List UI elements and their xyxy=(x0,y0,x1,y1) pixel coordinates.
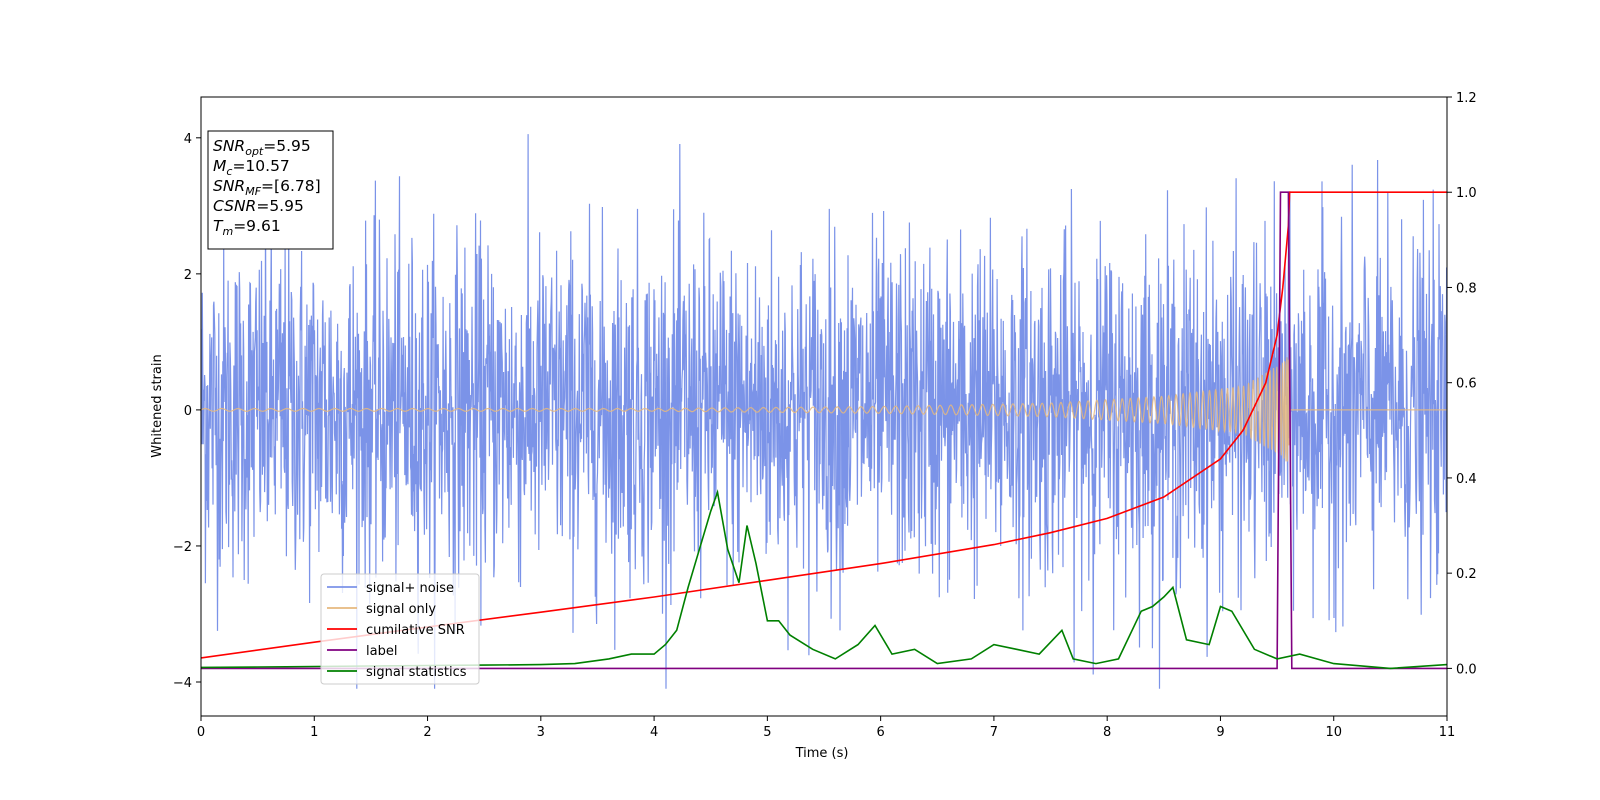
y2-tick-label: 1.2 xyxy=(1456,91,1477,106)
legend-entry-label: signal statistics xyxy=(366,665,467,680)
info-value: =[6.78] xyxy=(261,177,321,195)
y2-tick-label: 0.2 xyxy=(1456,567,1477,582)
info-subscript: opt xyxy=(245,145,264,158)
info-box-frame xyxy=(207,130,334,250)
legend-entry-label: signal only xyxy=(366,602,436,617)
legend-frame xyxy=(320,573,480,685)
info-subscript: MF xyxy=(245,185,261,198)
info-variable: T xyxy=(213,217,224,235)
y2-tick-label: 0.4 xyxy=(1456,472,1477,487)
y2-tick-label: 0.6 xyxy=(1456,377,1477,392)
y-axis-label: Whitened strain xyxy=(150,354,165,457)
y-tick-label: 0 xyxy=(184,404,192,419)
x-tick-label: 6 xyxy=(876,725,884,740)
info-box-line: SNRMF=[6.78] xyxy=(213,177,321,198)
info-value: =10.57 xyxy=(232,157,289,175)
plot-frame xyxy=(200,96,1448,717)
info-value: =5.95 xyxy=(256,197,304,215)
info-subscript: c xyxy=(226,165,232,178)
series-label xyxy=(201,191,1447,670)
x-tick-label: 5 xyxy=(763,725,771,740)
info-variable: SNR xyxy=(213,177,245,195)
info-box-line: SNRopt=5.95 xyxy=(213,137,311,158)
x-tick-label: 7 xyxy=(990,725,998,740)
info-variable: CSNR xyxy=(213,197,256,215)
info-value: =5.95 xyxy=(263,137,311,155)
x-tick-label: 0 xyxy=(197,725,205,740)
legend-entry-label: cumilative SNR xyxy=(366,623,465,638)
x-tick-label: 4 xyxy=(650,725,658,740)
y2-tick-label: 0.8 xyxy=(1456,281,1477,296)
y-tick-label: −2 xyxy=(173,540,192,555)
y-tick-label: −4 xyxy=(173,676,192,691)
series-signal-noise xyxy=(201,134,1447,689)
x-axis-ticks: 0 1 2 3 4 5 6 7 8 9 10 11 xyxy=(197,716,1455,740)
x-tick-label: 2 xyxy=(423,725,431,740)
info-box-line: Tm=9.61 xyxy=(213,217,281,238)
info-box: SNRopt=5.95Mc=10.57SNRMF=[6.78]CSNR=5.95… xyxy=(207,130,334,250)
x-tick-label: 10 xyxy=(1325,725,1342,740)
x-axis-label: Time (s) xyxy=(795,746,849,761)
x-tick-label: 11 xyxy=(1439,725,1456,740)
info-variable: SNR xyxy=(213,137,245,155)
legend-entry-label: label xyxy=(366,644,397,659)
info-box-line: CSNR=5.95 xyxy=(213,197,304,215)
x-tick-label: 3 xyxy=(537,725,545,740)
info-box-line: Mc=10.57 xyxy=(213,157,290,178)
y2-tick-label: 0.0 xyxy=(1456,662,1477,677)
x-tick-label: 9 xyxy=(1216,725,1224,740)
y-tick-label: 2 xyxy=(184,268,192,283)
legend: signal+ noise signal only cumilative SNR la… xyxy=(320,573,480,685)
secondary-y-axis-ticks: 1.2 1.0 0.8 0.6 0.4 0.2 0.0 xyxy=(1447,91,1477,677)
series-signal-statistics xyxy=(201,489,1447,670)
series-signal-only xyxy=(201,349,1447,462)
info-variable: M xyxy=(213,157,226,175)
info-value: =9.61 xyxy=(233,217,281,235)
x-tick-label: 8 xyxy=(1103,725,1111,740)
series-layer xyxy=(201,134,1447,689)
y-axis-ticks: 4 2 0 −2 −4 xyxy=(173,132,201,691)
info-subscript: m xyxy=(222,225,233,238)
y-tick-label: 4 xyxy=(184,132,192,147)
y2-tick-label: 1.0 xyxy=(1456,186,1477,201)
x-tick-label: 1 xyxy=(310,725,318,740)
legend-entry-label: signal+ noise xyxy=(366,581,454,596)
